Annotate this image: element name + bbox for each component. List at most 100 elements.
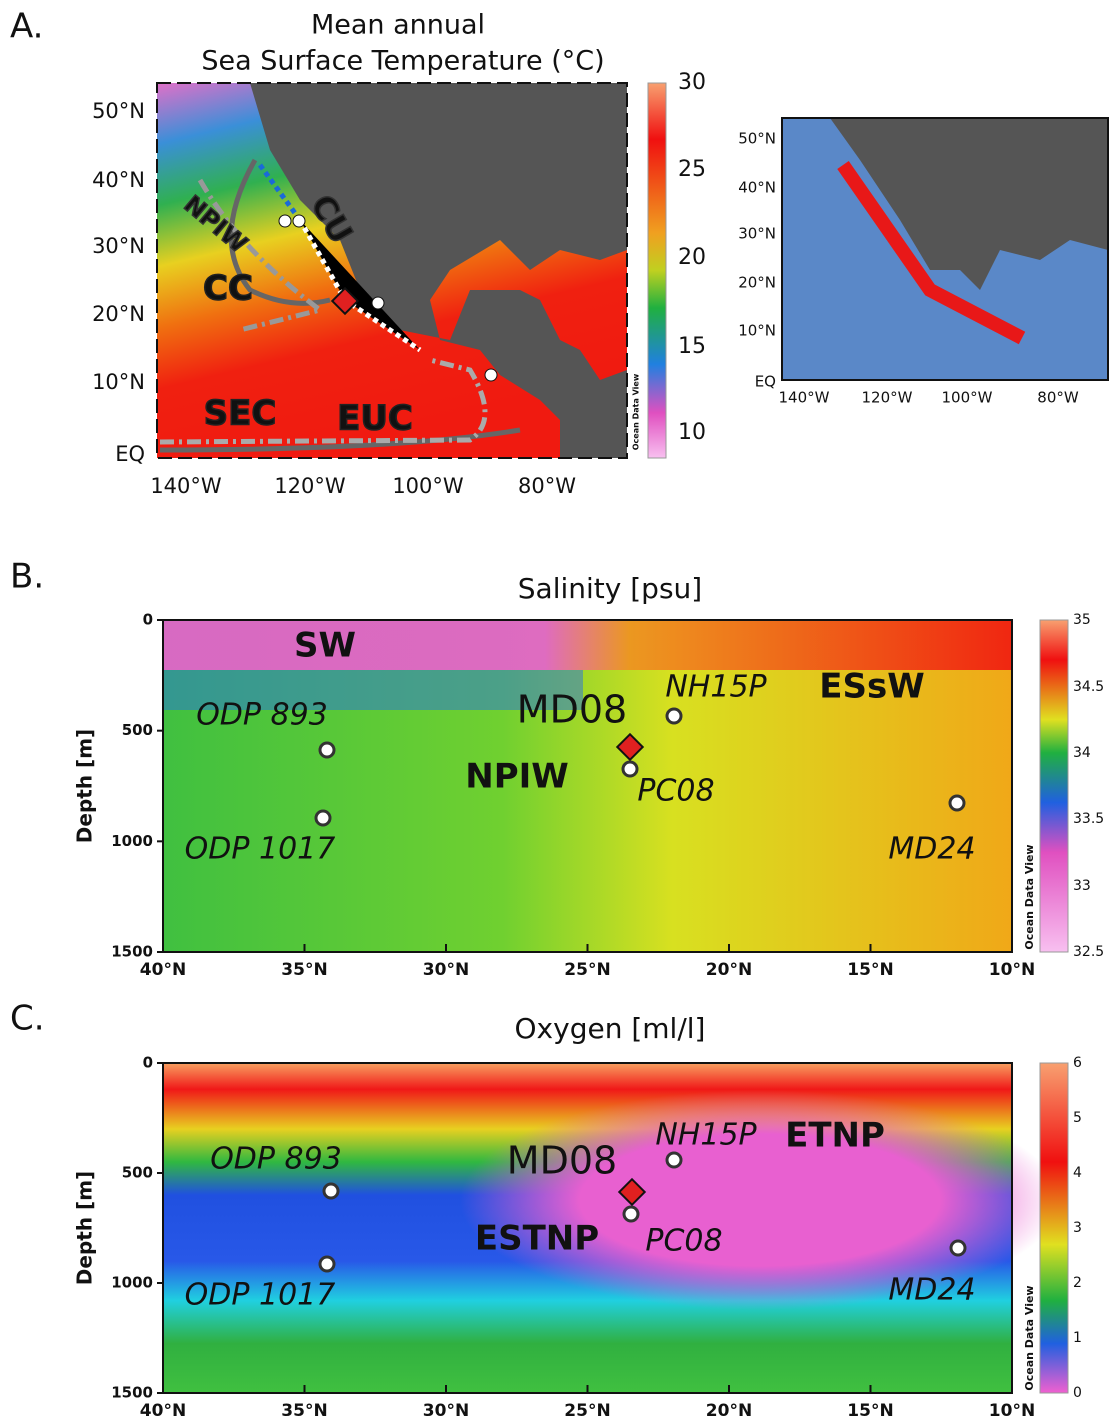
y-tick-label: 30°N (92, 234, 145, 258)
site-marker (322, 1182, 340, 1200)
site-marker (318, 1255, 336, 1273)
y-tick-label: 0 (143, 1054, 153, 1072)
y-tick-label: 500 (122, 1164, 153, 1182)
y-tick-label: 20°N (738, 274, 776, 292)
colorbar-tick-label: 10 (678, 420, 706, 445)
site-marker (615, 732, 645, 762)
panel-label: A. (10, 7, 43, 47)
colorbar-tick-label: 3 (1073, 1220, 1082, 1236)
y-tick-label: 10°N (738, 322, 776, 340)
colorbar-tick-label: 1 (1073, 1330, 1082, 1346)
x-tick-label: 10°N (989, 1401, 1035, 1421)
colorbar-tick-label: 2 (1073, 1275, 1082, 1291)
site-marker (484, 368, 498, 382)
site-label: ODP 893 (196, 698, 328, 733)
x-tick-label: 120°W (862, 389, 913, 407)
site-marker (949, 1239, 967, 1257)
x-tick-label: 35°N (281, 960, 327, 980)
credit: Ocean Data View (1023, 1285, 1036, 1390)
water-mass-label: ESTNP (475, 1219, 599, 1259)
colorbar-tick-label: 6 (1073, 1055, 1082, 1071)
y-tick-label: 1500 (111, 943, 153, 961)
current-euc (159, 357, 488, 445)
inset-land (830, 118, 1108, 290)
x-tick-label: 35°N (281, 1401, 327, 1421)
colorbar (647, 82, 667, 459)
x-tick-label: 15°N (847, 1401, 893, 1421)
inset-frame (781, 117, 1109, 381)
x-tick-label: 20°N (706, 960, 752, 980)
site-marker (622, 1205, 640, 1223)
site-marker (371, 296, 385, 310)
colorbar-tick-label: 35 (1073, 612, 1091, 628)
site-marker (330, 286, 360, 316)
site-label: ODP 893 (210, 1142, 342, 1177)
x-tick-label: 40°N (140, 1401, 186, 1421)
current-npiw (197, 178, 326, 333)
site-marker (314, 809, 332, 827)
x-tick-label: 20°N (706, 1401, 752, 1421)
colorbar-tick-label: 20 (678, 245, 706, 270)
site-label: ODP 1017 (185, 832, 336, 867)
x-tick-label: 100°W (942, 389, 993, 407)
site-marker (617, 1177, 647, 1207)
x-tick-label: 140°W (779, 389, 830, 407)
colorbar-tick-label: 34.5 (1073, 679, 1104, 695)
x-tick-label: 40°N (140, 960, 186, 980)
site-label: MD08 (517, 688, 627, 732)
colorbar-tick-label: 0 (1073, 1385, 1082, 1401)
site-marker (292, 214, 306, 228)
credit: Ocean Data View (1023, 844, 1036, 949)
site-label: ODP 1017 (185, 1278, 336, 1313)
x-tick-label: 10°N (989, 960, 1035, 980)
colorbar-tick-label: 5 (1073, 1110, 1082, 1126)
current-label: SEC (204, 394, 277, 434)
y-tick-label: 1000 (111, 832, 153, 850)
y-tick-label: 30°N (738, 225, 776, 243)
x-tick-label: 15°N (847, 960, 893, 980)
title: Sea Surface Temperature (°C) (201, 46, 604, 77)
colorbar-tick-label: 4 (1073, 1165, 1082, 1181)
panel-label: B. (10, 557, 44, 597)
site-label: MD24 (888, 1273, 975, 1308)
salinity-surface (163, 620, 1012, 670)
site-label: NH15P (655, 1118, 757, 1153)
omz (460, 1090, 1060, 1310)
water-mass-label: ESsW (819, 667, 924, 707)
y-tick-label: 1500 (111, 1384, 153, 1402)
y-tick-label: 1000 (111, 1274, 153, 1292)
y-tick-label: 40°N (738, 179, 776, 197)
title: Oxygen [ml/l] (515, 1012, 706, 1045)
x-tick-label: 80°W (1037, 389, 1079, 407)
current-sec (159, 427, 521, 453)
colorbar (1039, 1062, 1069, 1394)
water-mass-label: ETNP (785, 1116, 885, 1156)
current-label: EUC (337, 399, 413, 439)
y-tick-label: EQ (115, 442, 145, 466)
current-label: CC (203, 269, 253, 309)
site-label: MD08 (507, 1139, 617, 1183)
title: Salinity [psu] (518, 572, 702, 605)
transect (837, 161, 1026, 345)
water-mass-label: NPIW (465, 757, 569, 797)
water-mass-label: SW (294, 626, 356, 666)
current-cu (257, 163, 303, 222)
y-tick-label: EQ (755, 373, 776, 391)
x-tick-label: 25°N (564, 960, 610, 980)
land (250, 83, 627, 458)
y-tick-label: 500 (122, 721, 153, 739)
colorbar-tick-label: 34 (1073, 745, 1091, 761)
y-tick-label: 50°N (92, 99, 145, 123)
site-marker (318, 741, 336, 759)
x-tick-label: 30°N (423, 960, 469, 980)
x-tick-label: 120°W (274, 474, 346, 498)
colorbar-tick-label: 33 (1073, 878, 1091, 894)
map-frame (156, 82, 628, 459)
site-marker (665, 707, 683, 725)
x-tick-label: 100°W (392, 474, 464, 498)
colorbar-tick-label: 25 (678, 157, 706, 182)
panel-label: C. (10, 999, 45, 1039)
salinity-layer (163, 670, 583, 710)
credit: Ocean Data View (632, 373, 641, 450)
